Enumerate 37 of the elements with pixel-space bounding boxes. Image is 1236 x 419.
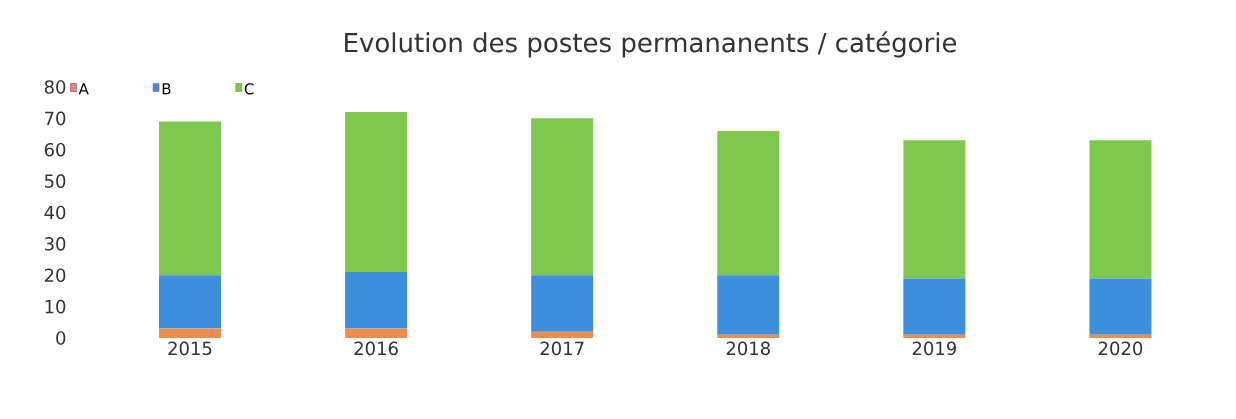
bar bbox=[345, 328, 408, 338]
x-tick-label: 2020 bbox=[1098, 341, 1143, 356]
bar bbox=[717, 130, 780, 276]
bar bbox=[345, 112, 408, 273]
bar bbox=[1089, 334, 1152, 338]
legend-label: C bbox=[244, 83, 254, 95]
bar bbox=[158, 121, 221, 276]
y-tick-label: 0 bbox=[56, 331, 66, 345]
bar bbox=[345, 272, 408, 329]
y-tick-label: 50 bbox=[44, 174, 66, 188]
bar bbox=[717, 334, 780, 338]
bar bbox=[1089, 278, 1152, 335]
bar bbox=[903, 334, 966, 338]
bar bbox=[903, 278, 966, 335]
legend-label: B bbox=[162, 83, 171, 95]
y-tick-label: 30 bbox=[44, 237, 66, 251]
y-tick-label: 80 bbox=[44, 80, 66, 94]
y-tick-label: 60 bbox=[44, 142, 66, 157]
chart-title: Evolution des postes permananents / catégorie bbox=[345, 31, 957, 58]
x-tick-label: 2018 bbox=[726, 341, 770, 356]
bar bbox=[158, 328, 221, 338]
bar bbox=[531, 331, 594, 338]
bar bbox=[531, 118, 594, 276]
bar bbox=[158, 275, 221, 329]
y-tick-label: 40 bbox=[44, 205, 66, 220]
y-tick-label: 10 bbox=[45, 299, 66, 314]
legend-label: A bbox=[78, 83, 89, 95]
bar bbox=[1089, 140, 1152, 279]
y-tick-label: 20 bbox=[44, 268, 66, 283]
x-tick-label: 2016 bbox=[354, 341, 398, 356]
x-tick-label: 2015 bbox=[168, 341, 212, 356]
x-tick-label: 2019 bbox=[912, 341, 956, 356]
bar bbox=[717, 275, 780, 335]
bar bbox=[903, 140, 966, 279]
x-tick-label: 2017 bbox=[540, 341, 584, 356]
y-tick-label: 70 bbox=[45, 111, 66, 126]
bar bbox=[531, 275, 594, 332]
